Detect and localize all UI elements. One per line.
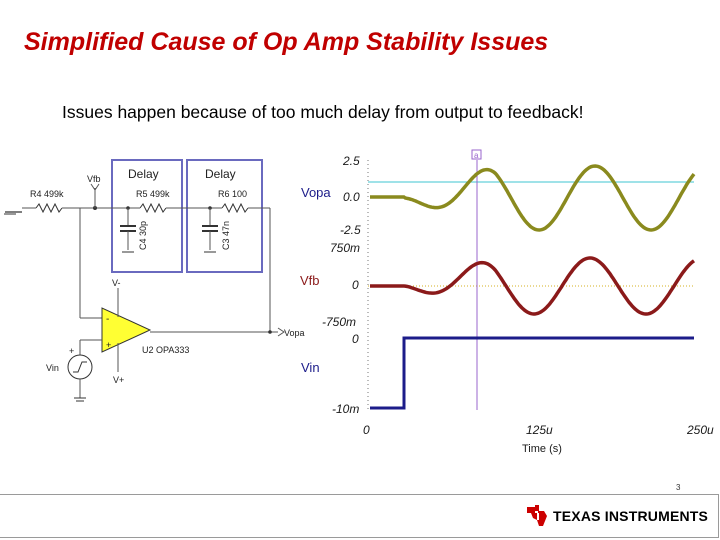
cursor-marker bbox=[471, 149, 482, 160]
slide-title: Simplified Cause of Op Amp Stability Iss… bbox=[24, 28, 549, 56]
brand-texas: TEXAS bbox=[553, 508, 601, 524]
reference-lines bbox=[368, 181, 694, 287]
vin-label: Vin bbox=[46, 363, 59, 373]
slide-subtitle: Issues happen because of too much delay … bbox=[62, 102, 584, 122]
opamp-label: U2 OPA333 bbox=[142, 345, 189, 355]
footer-bar bbox=[0, 494, 719, 538]
tick-vfb-mid: 0 bbox=[352, 278, 359, 292]
series-line-vin bbox=[370, 336, 694, 410]
tick-vin-bottom: -10m bbox=[332, 402, 359, 416]
r6-label: R6 100 bbox=[218, 189, 247, 199]
series-line-vopa bbox=[370, 164, 696, 232]
brand-instruments: INSTRUMENTS bbox=[604, 508, 709, 524]
opamp-symbol bbox=[101, 307, 152, 353]
c3-label: C3 47n bbox=[221, 221, 231, 250]
x-tick-250u: 250u bbox=[686, 423, 714, 437]
delay-box-2 bbox=[186, 159, 263, 273]
r5-label: R5 499k bbox=[136, 189, 170, 199]
x-tick-125u: 125u bbox=[526, 423, 553, 437]
c4-label: C4 30p bbox=[138, 221, 148, 250]
series-name-vopa: Vopa bbox=[301, 185, 331, 200]
schematic: Delay Delay R4 499k Vfb R5 499k C4 30p R… bbox=[4, 159, 305, 402]
delay-label-2: Delay bbox=[205, 167, 236, 181]
vminus-label: V- bbox=[112, 278, 121, 288]
tick-vfb-top: 750m bbox=[330, 241, 360, 255]
tick-vopa-bottom: -2.5 bbox=[340, 223, 361, 237]
tick-vopa-top: 2.5 bbox=[342, 154, 360, 168]
x-axis-label: Time (s) bbox=[522, 443, 562, 455]
r4-resistor bbox=[35, 202, 63, 214]
delay-box-1 bbox=[111, 159, 183, 273]
r5-resistor bbox=[139, 202, 167, 214]
page-number: 3 bbox=[676, 483, 681, 492]
delay-label-1: Delay bbox=[128, 167, 159, 181]
vplus-label: V+ bbox=[113, 375, 124, 385]
tick-vin-top: 0 bbox=[352, 332, 359, 346]
cursor-label: a bbox=[474, 151, 479, 160]
series-name-vin: Vin bbox=[301, 360, 320, 375]
opamp-minus-sign: - bbox=[106, 314, 109, 325]
vfb-label: Vfb bbox=[87, 174, 101, 184]
ti-logo-icon bbox=[527, 505, 547, 526]
ti-brand-text: TEXAS INSTRUMENTS bbox=[553, 508, 708, 524]
svg-text:+: + bbox=[69, 346, 74, 356]
x-tick-0: 0 bbox=[363, 423, 370, 437]
tick-vopa-mid: 0.0 bbox=[343, 190, 360, 204]
series-name-vfb: Vfb bbox=[300, 273, 320, 288]
tick-vfb-bottom: -750m bbox=[322, 315, 356, 329]
series-line-vfb bbox=[370, 256, 696, 316]
vopa-label: Vopa bbox=[284, 328, 305, 338]
opamp-plus-sign: + bbox=[106, 340, 111, 350]
r6-resistor bbox=[221, 202, 249, 214]
waveform-chart: a Vopa Vfb Vin 2.5 0.0 -2.5 750m 0 -750m… bbox=[300, 149, 714, 455]
r4-label: R4 499k bbox=[30, 189, 64, 199]
